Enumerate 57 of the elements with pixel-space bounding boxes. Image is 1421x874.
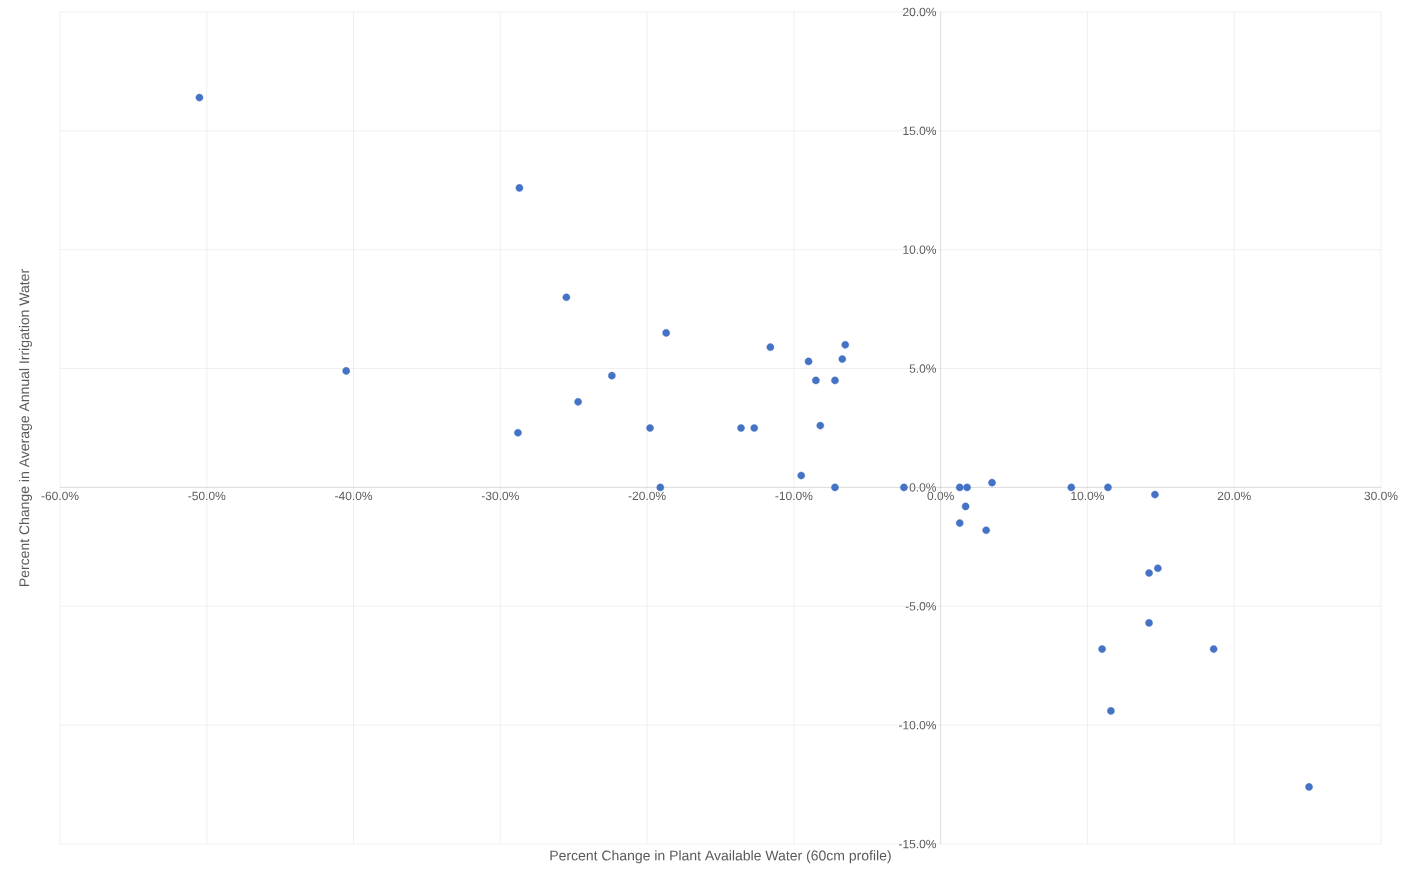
- point: [515, 184, 524, 192]
- y-axis-title: Percent Change in Average Annual Irrigation Water: [18, 269, 33, 586]
- y-tick-label: 5.0%: [909, 364, 937, 373]
- point: [562, 293, 571, 302]
- point: [1151, 490, 1159, 499]
- x-axis-title: Percent Change in Plant Available Water (60cm profile): [550, 850, 891, 864]
- point: [812, 376, 820, 385]
- y-tick-label: -15.0%: [898, 839, 937, 849]
- y-tick-label: 10.0%: [903, 245, 937, 254]
- point: [766, 343, 775, 351]
- point: [1104, 483, 1112, 492]
- y-tick-label: -5.0%: [905, 602, 937, 611]
- point: [1209, 645, 1218, 653]
- point: [831, 483, 839, 492]
- point: [955, 519, 964, 527]
- point: [982, 526, 990, 534]
- x-tick-label: 0.0%: [927, 491, 954, 501]
- x-tick-label: 30.0%: [1364, 491, 1398, 501]
- point: [662, 329, 670, 337]
- point: [1145, 619, 1153, 627]
- point: [646, 424, 654, 432]
- point: [988, 478, 996, 487]
- point: [816, 421, 825, 430]
- point: [900, 483, 908, 492]
- y-tick-label: 20.0%: [903, 7, 937, 17]
- point: [961, 502, 970, 511]
- point: [831, 376, 839, 385]
- point: [737, 424, 745, 432]
- point: [342, 367, 350, 375]
- x-tick-label: 20.0%: [1217, 491, 1251, 501]
- point: [1145, 569, 1153, 577]
- x-tick-label: -30.0%: [481, 491, 519, 501]
- point: [574, 398, 582, 406]
- point: [841, 341, 850, 349]
- x-tick-label: -40.0%: [335, 491, 373, 501]
- point: [195, 93, 204, 102]
- point: [804, 357, 813, 366]
- x-tick-label: -10.0%: [775, 491, 813, 501]
- point: [838, 355, 847, 363]
- point: [1067, 483, 1076, 492]
- x-tick-label: -50.0%: [188, 491, 226, 501]
- point: [797, 471, 805, 480]
- x-tick-label: -60.0%: [41, 491, 79, 501]
- point: [750, 424, 759, 432]
- y-tick-label: -10.0%: [898, 720, 937, 730]
- x-tick-label: 10.0%: [1071, 491, 1105, 501]
- x-tick-label: -20.0%: [628, 491, 666, 501]
- y-tick-label: 15.0%: [903, 126, 937, 136]
- point: [608, 371, 616, 380]
- point: [955, 483, 964, 492]
- y-tick-label: 0.0%: [909, 483, 937, 492]
- point: [963, 483, 971, 492]
- point: [514, 428, 522, 437]
- point: [1154, 564, 1162, 573]
- point: [1098, 645, 1106, 653]
- point: [1107, 707, 1115, 715]
- point: [1305, 783, 1313, 791]
